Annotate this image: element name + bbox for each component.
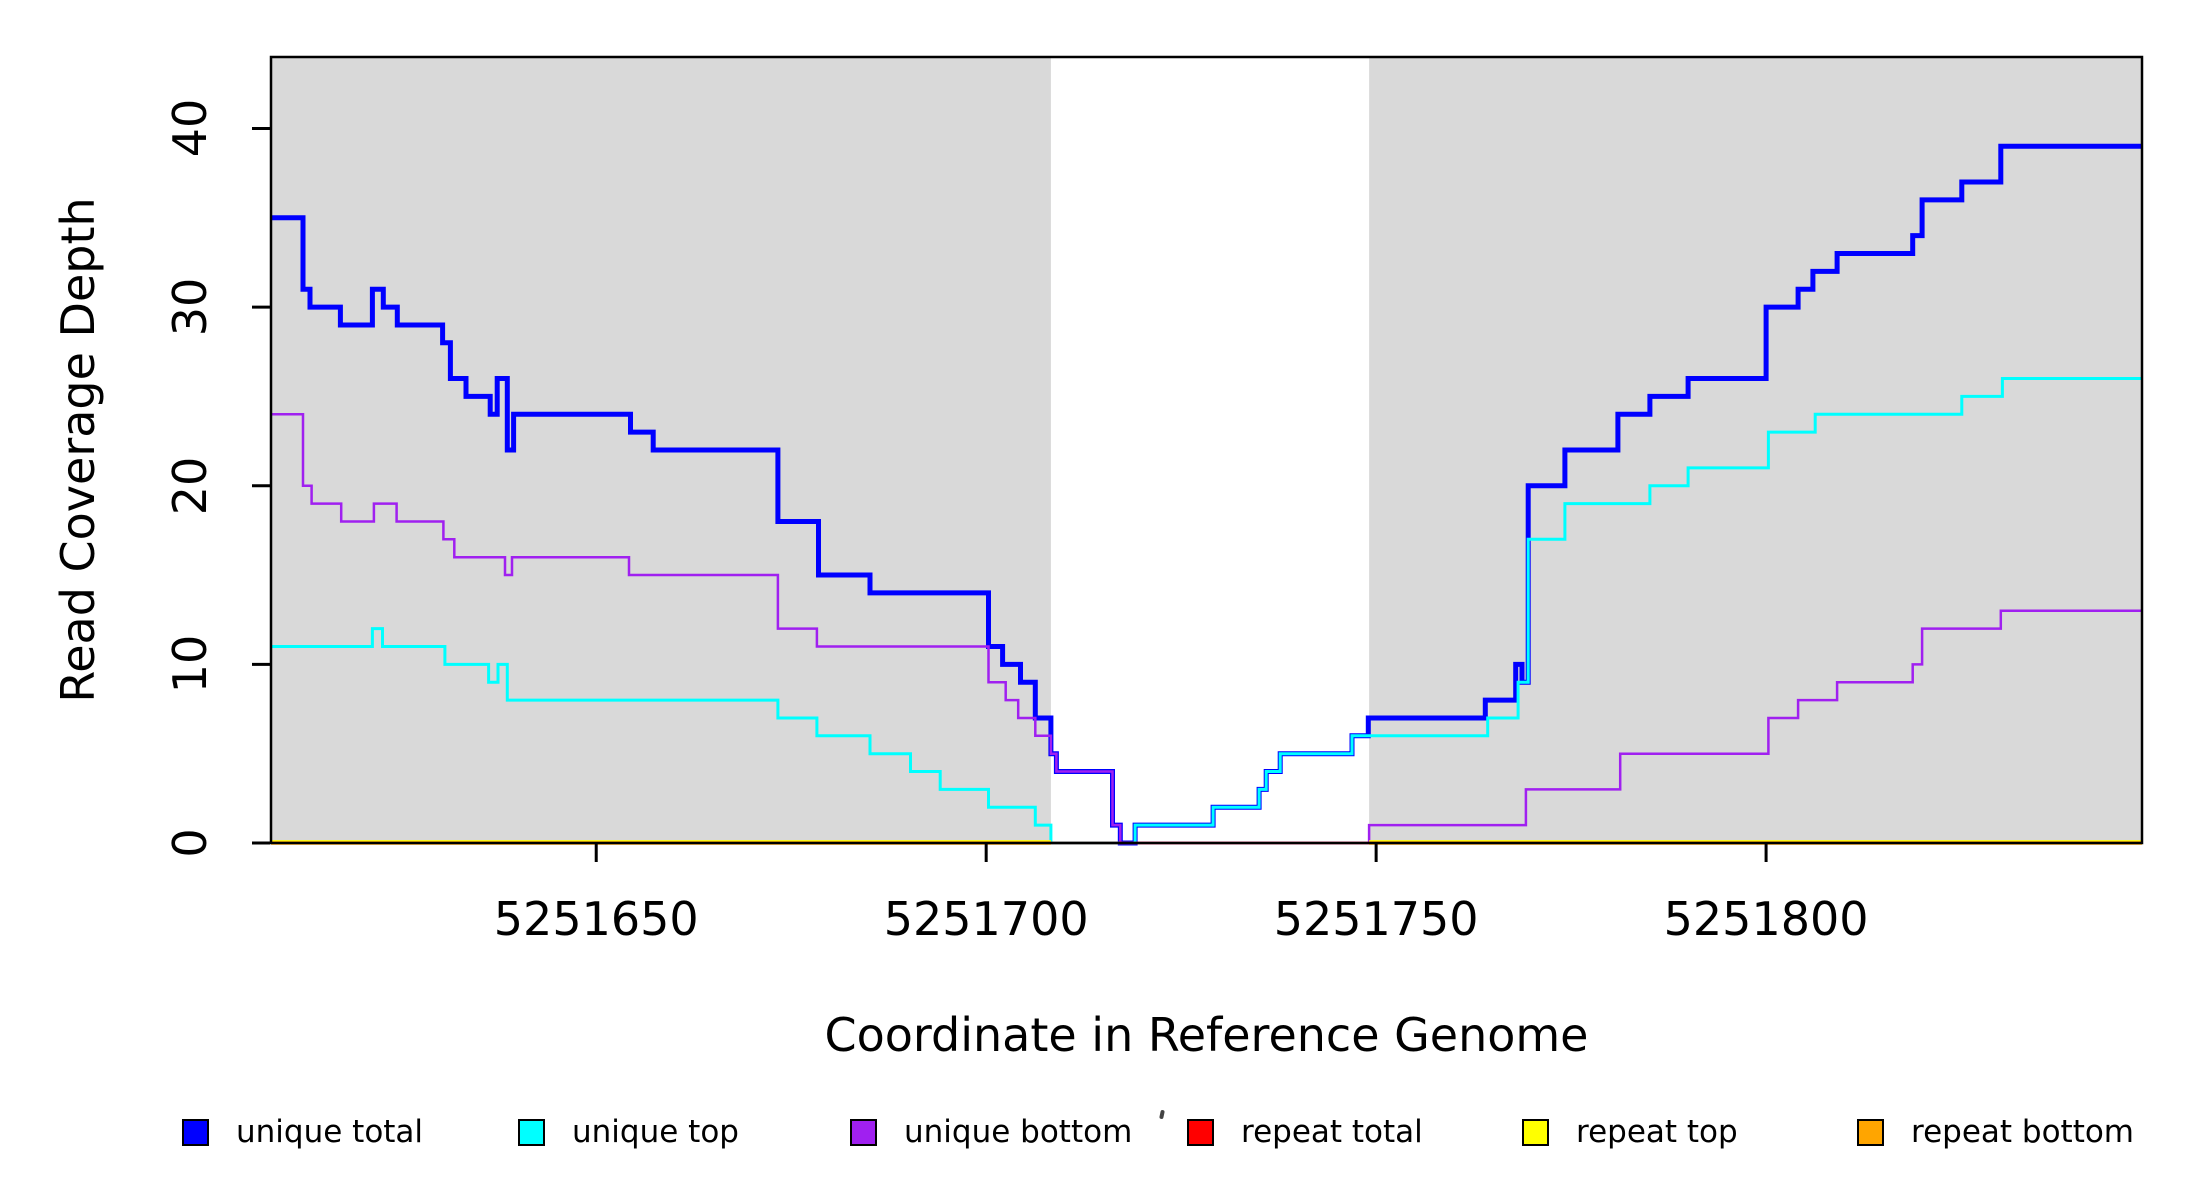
y-axis-title: Read Coverage Depth — [51, 197, 105, 703]
series-unique-bottom — [271, 413, 2142, 845]
shaded-region-1 — [1369, 57, 2142, 843]
legend-item-repeat-top: repeat top — [1522, 1112, 1738, 1152]
y-tick-label: 30 — [163, 277, 217, 337]
legend-item-unique-bottom: unique bottom — [850, 1112, 1132, 1152]
legend-item-unique-top: unique top — [518, 1112, 739, 1152]
x-tick-label: 5251800 — [1663, 892, 1869, 946]
y-tick-label: 40 — [163, 99, 217, 158]
series-unique-top — [271, 377, 2142, 845]
x-tick-label: 5251700 — [883, 892, 1089, 946]
legend-item-repeat-total: repeat total — [1187, 1112, 1423, 1152]
legend-swatch-icon — [182, 1118, 209, 1146]
legend-label: repeat total — [1241, 1114, 1423, 1150]
legend-label: unique top — [572, 1114, 739, 1150]
x-tick-label: 5251650 — [493, 892, 699, 946]
legend-swatch-icon — [1187, 1118, 1214, 1146]
legend-label: unique bottom — [904, 1114, 1133, 1150]
legend-swatch-icon — [850, 1118, 877, 1146]
legend-label: unique total — [236, 1114, 424, 1150]
legend-label: repeat top — [1576, 1114, 1738, 1150]
legend-swatch-icon — [518, 1118, 545, 1146]
plot-border — [269, 55, 2144, 845]
y-tick-label: 0 — [163, 828, 217, 858]
legend-item-repeat-bottom: repeat bottom — [1857, 1112, 2134, 1152]
legend-item-unique-total: unique total — [182, 1112, 423, 1152]
legend-label: repeat bottom — [1911, 1114, 2135, 1150]
legend-swatch-icon — [1522, 1118, 1549, 1146]
x-tick-label: 5251750 — [1273, 892, 1479, 946]
y-tick-label: 20 — [163, 456, 217, 515]
legend-swatch-icon — [1857, 1118, 1884, 1146]
y-tick-label: 10 — [163, 635, 217, 694]
x-axis-title: Coordinate in Reference Genome — [824, 1008, 1589, 1062]
